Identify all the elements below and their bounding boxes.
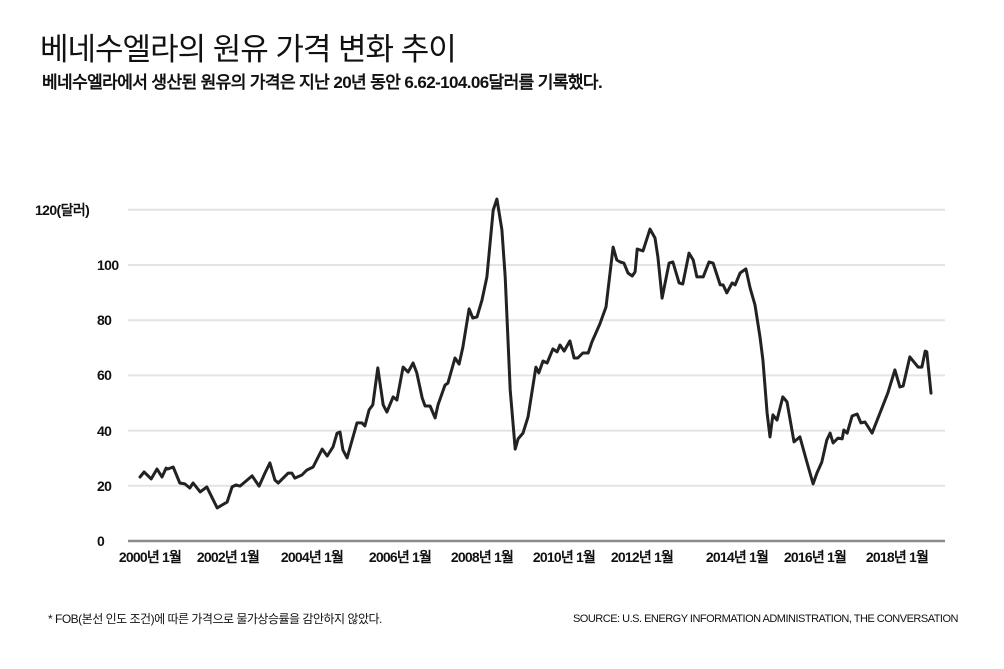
y-tick-label: 120(달러) xyxy=(35,202,89,218)
chart-title: 베네수엘라의 원유 가격 변화 추이 xyxy=(40,32,457,67)
y-tick-label: 20 xyxy=(97,478,112,494)
x-tick-label: 2004년 1월 xyxy=(281,549,343,565)
y-tick-label: 80 xyxy=(97,312,112,328)
x-tick-label: 2016년 1월 xyxy=(784,549,846,565)
y-tick-label: 100 xyxy=(97,257,119,273)
chart-subtitle: 베네수엘라에서 생산된 원유의 가격은 지난 20년 동안 6.62-104.0… xyxy=(42,73,603,92)
x-tick-label: 2010년 1월 xyxy=(533,549,595,565)
x-tick-label: 2008년 1월 xyxy=(451,549,513,565)
series-group xyxy=(138,197,933,510)
y-tick-label: 60 xyxy=(97,367,112,383)
x-tick-label: 2002년 1월 xyxy=(197,549,259,565)
y-tick-label: 40 xyxy=(97,423,112,439)
x-tick-label: 2012년 1월 xyxy=(611,549,673,565)
footnote: * FOB(본선 인도 조건)에 따른 가격으로 물가상승률을 감안하지 않았다… xyxy=(48,612,382,626)
x-axis-ticks: 2000년 1월 2002년 1월 2004년 1월 2006년 1월 2008… xyxy=(119,549,929,565)
gridlines xyxy=(128,208,945,543)
y-tick-label: 0 xyxy=(97,533,105,549)
x-tick-label: 2014년 1월 xyxy=(706,549,768,565)
x-tick-label: 2006년 1월 xyxy=(369,549,431,565)
x-tick-label: 2000년 1월 xyxy=(119,549,181,565)
x-tick-label: 2018년 1월 xyxy=(866,549,928,565)
price-line xyxy=(138,197,933,510)
y-axis-ticks: 0 20 40 60 80 100 120(달러) xyxy=(35,202,120,549)
source-credit: SOURCE: U.S. ENERGY INFORMATION ADMINIST… xyxy=(572,613,959,625)
